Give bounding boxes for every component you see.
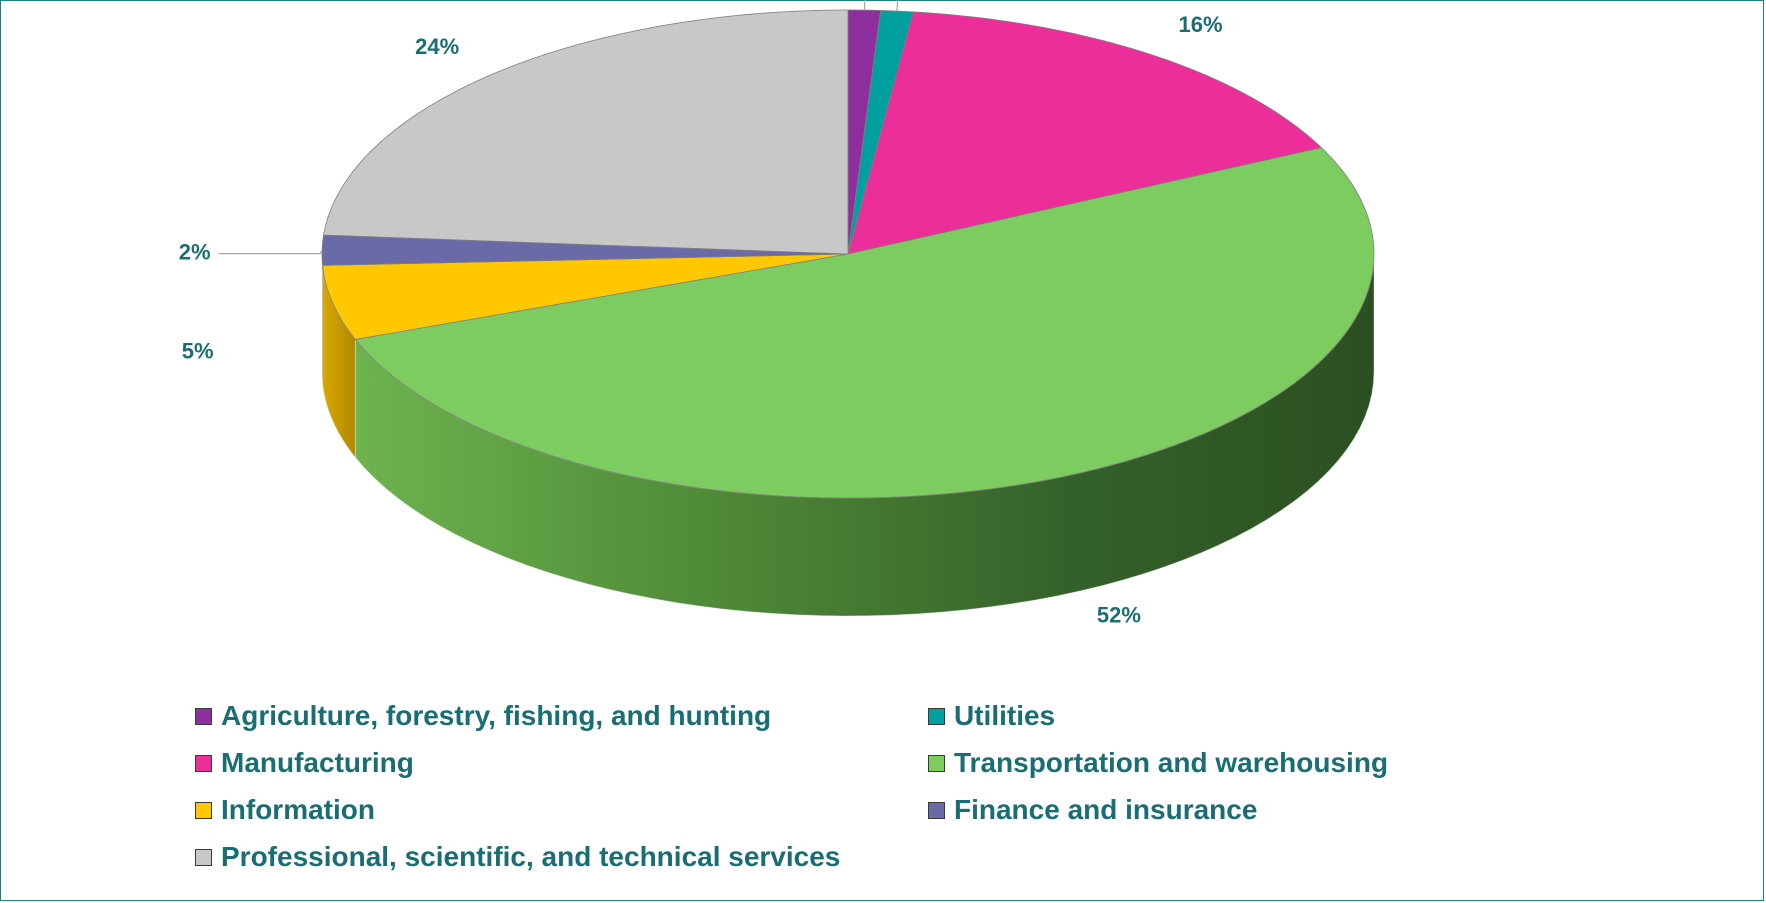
data-label-manufacturing: 16% [1178,12,1222,37]
legend-item-utilities: Utilities [928,700,1055,732]
pie-slice-transportation [354,147,1375,499]
legend-swatch [928,801,945,819]
legend-label: Manufacturing [221,747,414,778]
legend-swatch [195,707,212,725]
legend-label: Agriculture, forestry, fishing, and hunt… [221,700,772,731]
legend-label: Professional, scientific, and technical … [221,841,841,872]
legend-item-transportation: Transportation and warehousing [928,747,1388,779]
leader-line-agriculture [863,0,866,11]
legend-label: Transportation and warehousing [954,747,1389,778]
legend-swatch [195,801,212,819]
legend-swatch [195,848,212,866]
legend-label: Finance and insurance [954,794,1258,825]
legend-item-agriculture: Agriculture, forestry, fishing, and hunt… [195,700,771,732]
legend-item-information: Information [195,794,375,826]
legend-item-finance: Finance and insurance [928,794,1257,826]
legend-item-professional: Professional, scientific, and technical … [195,841,840,873]
leader-line-finance [218,249,323,255]
legend-item-manufacturing: Manufacturing [195,747,414,779]
pie-side-finance [321,254,324,384]
legend-swatch [195,754,212,772]
pie-slice-manufacturing [847,11,1323,255]
pie-slice-information [322,253,849,340]
data-label-finance: 2% [179,239,211,264]
data-label-information: 5% [182,339,214,364]
legend-swatch [928,707,945,725]
legend-label: Utilities [954,700,1056,731]
legend-swatch [928,754,945,772]
data-label-professional: 24% [415,34,459,59]
legend-label: Information [221,794,375,825]
data-label-transportation: 52% [1097,602,1141,627]
leader-line-utilities [896,0,899,12]
pie-slice-professional [323,9,849,255]
